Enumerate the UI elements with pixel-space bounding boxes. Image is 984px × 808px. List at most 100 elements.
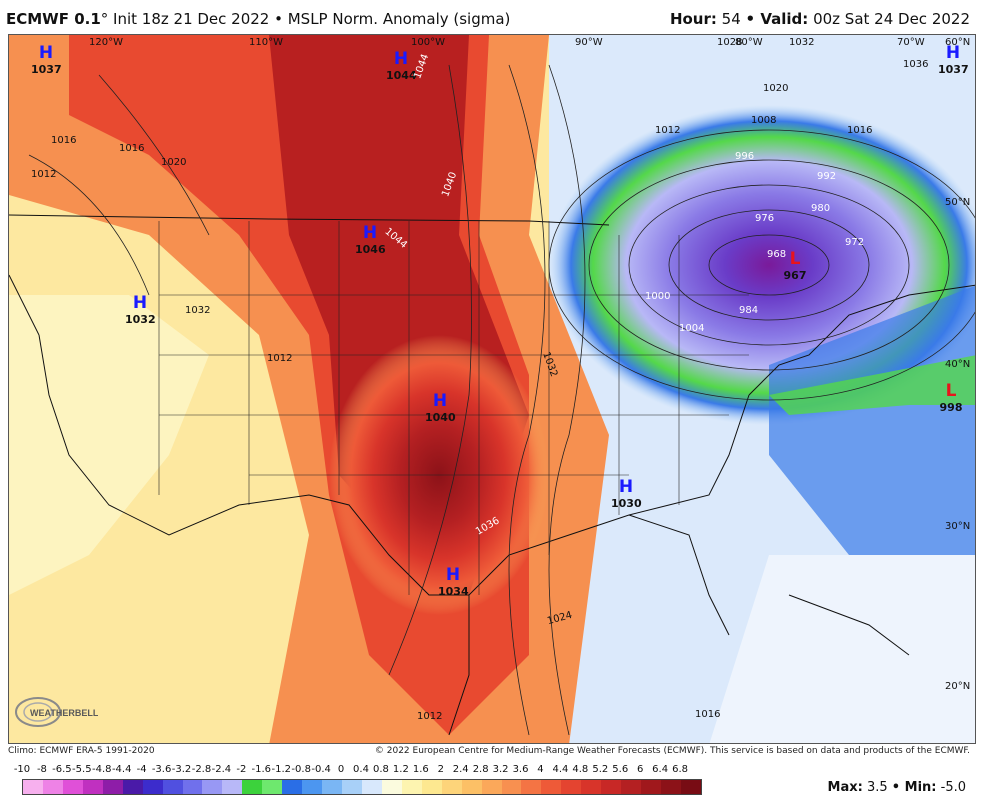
isobar-label: 1016 (847, 125, 873, 136)
isobar-label: 1012 (417, 711, 443, 722)
anomaly-map: 120°W 110°W 100°W 90°W 80°W 70°W 60°N 50… (8, 34, 976, 744)
center-letter: L (789, 249, 801, 269)
lat-label-50n: 50°N (945, 197, 971, 208)
legend-swatch (202, 780, 223, 794)
isobar-label: 984 (739, 305, 759, 316)
legend-swatch (42, 780, 63, 794)
us-canada-border (9, 214, 610, 226)
legend-label: -4 (136, 764, 147, 775)
lat-label-30n: 30°N (945, 521, 971, 532)
isobar-label: 1012 (267, 353, 293, 364)
init-text: ° Init 18z 21 Dec 2022 • MSLP Norm. Anom… (100, 10, 511, 28)
legend-label: 6 (636, 764, 644, 775)
legend-label: -1.2 (271, 764, 291, 775)
pressure-center-h-1030: H 1030 (611, 477, 642, 510)
legend-swatch (501, 780, 522, 794)
legend-label: -6.5 (52, 764, 72, 775)
center-letter: H (945, 43, 961, 63)
min-value: -5.0 (940, 780, 966, 795)
legend-swatch (601, 780, 622, 794)
pacific-coast (9, 274, 40, 336)
pressure-center-h-1046: H 1046 (355, 223, 386, 256)
legend-label: -4.8 (91, 764, 112, 775)
legend-swatch (541, 780, 562, 794)
center-value: 1040 (425, 411, 456, 424)
legend-swatch (521, 780, 542, 794)
legend-label: 3.2 (492, 764, 509, 775)
legend-swatch (342, 780, 362, 794)
legend-label: 6.8 (672, 764, 688, 775)
isobar-label: 1004 (679, 323, 705, 334)
legend-label: -1.6 (251, 764, 272, 775)
legend-label: 1.6 (412, 764, 429, 775)
center-value: 1032 (125, 313, 156, 326)
legend-swatch (62, 780, 83, 794)
lat-label-20n: 20°N (945, 681, 971, 692)
center-value: 1034 (438, 585, 469, 598)
legend-labels: -10 -8 -6.5 -5.5 -4.8 -4.4 -4 -3.6 -3.2 -2.8 -2.4-… (6, 764, 716, 778)
lon-label-80w: 80°W (735, 37, 763, 48)
legend-label: -5.5 (72, 764, 92, 775)
lon-label-100w: 100°W (411, 37, 445, 48)
isobar-label: 976 (755, 213, 775, 224)
legend-label: -0.8 (291, 764, 311, 775)
legend-swatch (381, 780, 402, 794)
isobar-label: 1016 (119, 143, 145, 154)
pressure-center-h-1040: H 1040 (425, 391, 456, 424)
legend-swatch (23, 780, 43, 794)
valid-label: • Valid: (745, 10, 809, 28)
hour-label: Hour: (669, 10, 717, 28)
valid-time: Hour: 54 • Valid: 00z Sat 24 Dec 2022 (670, 10, 970, 28)
pressure-center-l-998: L 998 (936, 381, 966, 414)
low-tail (769, 285, 975, 595)
map-canvas (9, 35, 975, 743)
mexico-gulf-coast (448, 595, 470, 736)
legend-swatch (461, 780, 482, 794)
isobar-label: 1000 (645, 291, 671, 302)
legend-swatch (262, 780, 283, 794)
logo-text: WEATHERBELL (30, 708, 98, 718)
legend-swatch (122, 780, 143, 794)
legend-label: -4.4 (111, 764, 132, 775)
isobar-label: 972 (845, 237, 865, 248)
legend-label: -3.6 (151, 764, 172, 775)
isobar-label: 1012 (31, 169, 57, 180)
center-letter: H (38, 43, 54, 63)
legend-swatch (481, 780, 502, 794)
legend-label: 1.2 (392, 764, 409, 775)
center-value: 1037 (31, 63, 62, 76)
legend-swatch (322, 780, 342, 794)
legend-label: 4.8 (572, 764, 589, 775)
isobar-label: 1028 (717, 37, 743, 48)
legend-swatch (242, 780, 263, 794)
legend-swatch (561, 780, 582, 794)
legend-swatch (82, 780, 103, 794)
pressure-center-h-1037-west: H 1037 (31, 43, 62, 76)
legend-swatch (182, 780, 203, 794)
isobars (28, 64, 975, 736)
legend-label: -2.8 (191, 764, 212, 775)
legend-label: 5.6 (612, 764, 629, 775)
caribbean-islands (788, 594, 910, 656)
isobar-label: 1032 (185, 305, 211, 316)
legend-label: 4 (537, 764, 544, 775)
legend-label: 5.2 (592, 764, 609, 775)
legend-swatch (401, 780, 422, 794)
pressure-center-h-1044: H 1044 (386, 49, 417, 82)
legend-swatch (581, 780, 602, 794)
center-letter: H (432, 391, 448, 411)
legend-swatch (441, 780, 462, 794)
legend-label: -10 (13, 764, 31, 775)
max-min-readout: Max: 3.5 • Min: -5.0 (828, 780, 966, 795)
lon-label-110w: 110°W (249, 37, 283, 48)
florida (628, 514, 730, 636)
header-bar: ECMWF 0.1° Init 18z 21 Dec 2022 • MSLP N… (0, 0, 984, 34)
isobar-label: 980 (811, 203, 831, 214)
legend-label: 6.4 (652, 764, 669, 775)
center-letter: L (945, 381, 957, 401)
legend-swatch (680, 780, 701, 794)
legend-label: -8 (36, 764, 47, 775)
legend-swatch (222, 780, 243, 794)
legend-swatch (661, 780, 681, 794)
isobar-label: 1016 (695, 709, 721, 720)
